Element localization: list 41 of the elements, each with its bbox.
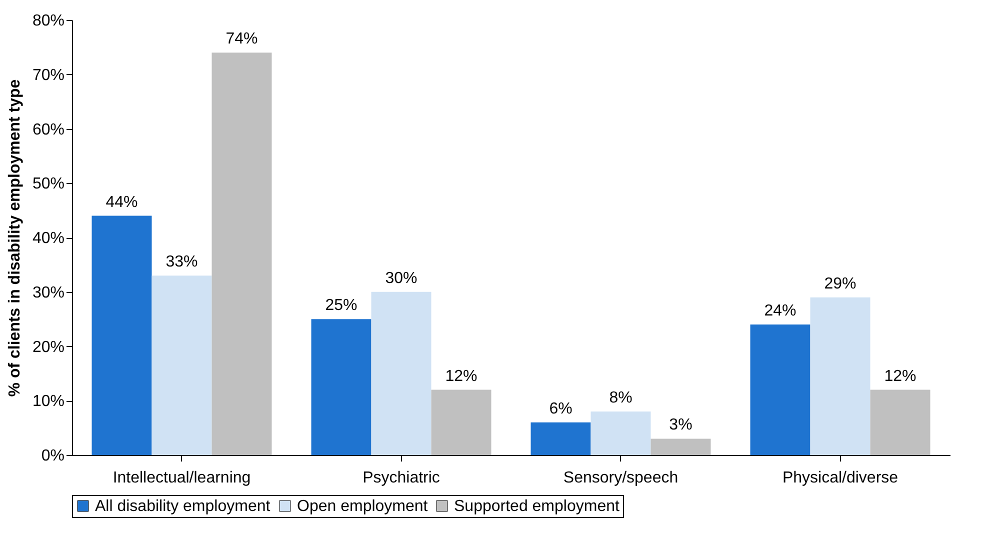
data-label: 24% xyxy=(764,302,796,320)
x-tick-label: Sensory/speech xyxy=(563,470,678,486)
bar xyxy=(650,438,711,455)
y-tick-label: 50% xyxy=(32,176,64,193)
y-tick-label: 60% xyxy=(32,121,64,138)
data-label: 74% xyxy=(226,30,258,48)
bar xyxy=(152,276,212,455)
y-tick-label: 30% xyxy=(32,284,64,302)
bar xyxy=(870,390,930,455)
x-tick-label: Intellectual/learning xyxy=(112,470,251,486)
data-label: 12% xyxy=(884,368,916,385)
data-label: 12% xyxy=(445,368,478,385)
x-tick-label: Psychiatric xyxy=(362,470,440,486)
bar xyxy=(810,297,870,455)
legend-label: Supported employment xyxy=(454,498,620,515)
bar xyxy=(311,319,372,455)
data-label: 33% xyxy=(166,254,198,271)
bar xyxy=(212,52,272,455)
bar xyxy=(92,216,152,455)
data-label: 30% xyxy=(385,270,418,287)
y-tick-label: 80% xyxy=(32,12,64,30)
bar xyxy=(750,324,810,455)
y-tick-label: 40% xyxy=(32,230,64,247)
data-label: 3% xyxy=(669,416,692,434)
data-label: 29% xyxy=(824,275,856,292)
y-tick-label: 20% xyxy=(32,338,64,356)
y-tick-label: 70% xyxy=(32,66,64,84)
bar xyxy=(431,390,492,455)
y-axis-title: % of clients in disability employment type xyxy=(6,79,24,397)
legend-label: All disability employment xyxy=(95,498,271,515)
x-tick-label: Physical/diverse xyxy=(782,470,898,486)
bar xyxy=(530,422,591,455)
data-label: 6% xyxy=(549,400,572,418)
y-tick-label: 10% xyxy=(32,393,64,410)
data-label: 44% xyxy=(106,194,138,211)
legend-label: Open employment xyxy=(297,498,428,515)
data-label: 25% xyxy=(325,297,358,314)
bar xyxy=(590,412,651,455)
y-tick-label: 0% xyxy=(41,448,64,464)
bar xyxy=(371,292,432,455)
data-label: 8% xyxy=(609,390,632,406)
